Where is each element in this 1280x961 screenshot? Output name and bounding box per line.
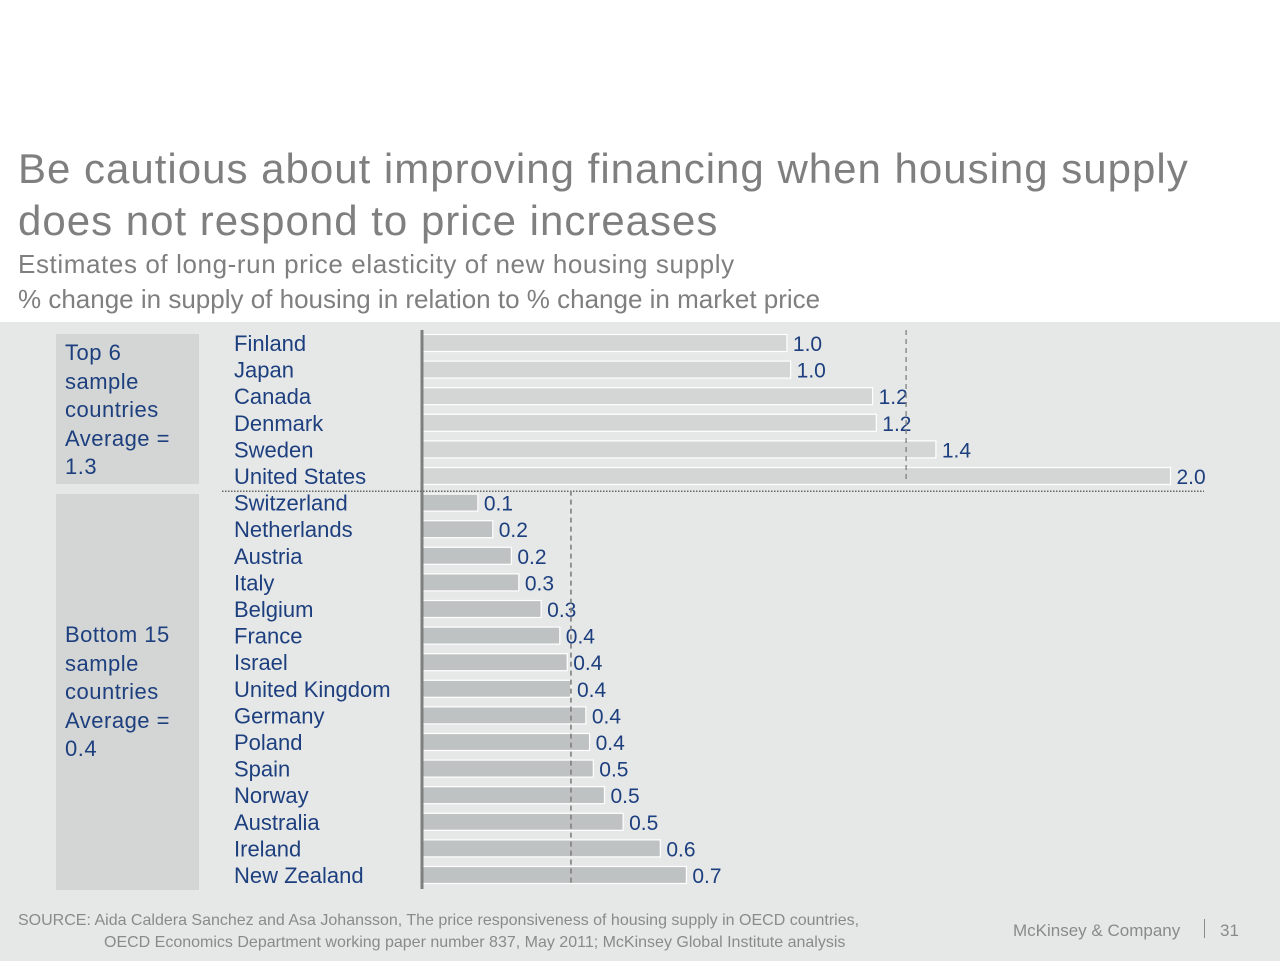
bar <box>421 812 624 831</box>
bar <box>421 786 606 805</box>
category-label: Switzerland <box>234 491 348 516</box>
category-label: Austria <box>234 544 303 569</box>
bar <box>421 839 661 858</box>
category-label: France <box>234 624 302 649</box>
category-label: Germany <box>234 703 324 728</box>
category-label: United Kingdom <box>234 677 391 702</box>
bar <box>421 706 587 725</box>
top-group-box: Top 6 sample countries Average = 1.3 <box>56 334 199 484</box>
data-label: 0.2 <box>499 519 528 542</box>
data-label: 0.2 <box>517 546 546 569</box>
data-label: 0.3 <box>525 572 554 595</box>
category-label: Ireland <box>234 836 301 861</box>
bar <box>421 546 512 565</box>
category-label: Norway <box>234 783 309 808</box>
category-label: Canada <box>234 384 312 409</box>
data-label: 1.2 <box>879 386 908 409</box>
data-label: 0.4 <box>577 679 607 702</box>
top-group-label: Top 6 sample countries Average = 1.3 <box>65 340 171 479</box>
data-label: 2.0 <box>1176 466 1205 489</box>
page-number: 31 <box>1220 921 1239 940</box>
bar <box>421 520 494 539</box>
category-label: Australia <box>234 810 320 835</box>
bar <box>421 440 937 459</box>
source-note: SOURCE: Aida Caldera Sanchez and Asa Joh… <box>18 910 859 954</box>
category-label: New Zealand <box>234 863 364 888</box>
bar <box>421 493 479 512</box>
data-label: 1.4 <box>942 439 972 462</box>
bottom-group-box: Bottom 15 sample countries Average = 0.4 <box>56 494 199 890</box>
data-label: 0.7 <box>692 865 721 888</box>
bar <box>421 732 591 752</box>
category-label: Belgium <box>234 597 313 622</box>
data-label: 0.1 <box>484 493 513 516</box>
bar <box>421 599 542 619</box>
bar <box>421 626 561 645</box>
data-label: 1.0 <box>793 333 822 356</box>
category-label: Denmark <box>234 411 324 436</box>
data-label: 0.3 <box>547 599 576 622</box>
category-label: Finland <box>234 331 306 356</box>
category-label: Israel <box>234 650 288 675</box>
category-label: Italy <box>234 570 274 595</box>
bar <box>421 573 520 592</box>
chart-subtitle: Estimates of long-run price elasticity o… <box>18 249 735 279</box>
category-label: Poland <box>234 730 303 755</box>
category-label: United States <box>234 464 366 489</box>
data-label: 0.5 <box>599 759 628 782</box>
bar <box>421 865 687 885</box>
bar <box>421 679 572 698</box>
footer-bar <box>0 899 1280 961</box>
data-label: 1.0 <box>797 360 826 383</box>
data-label: 0.4 <box>592 705 622 728</box>
category-label: Sweden <box>234 437 314 462</box>
brand-label: McKinsey & Company <box>1013 921 1181 940</box>
category-label: Netherlands <box>234 517 353 542</box>
chart-unit-label: % change in supply of housing in relatio… <box>18 284 821 314</box>
footer-separator <box>1204 919 1205 938</box>
bar <box>421 413 877 432</box>
bar <box>421 333 788 353</box>
bar <box>421 387 874 406</box>
slide-title: Be cautious about improving financing wh… <box>18 145 1189 244</box>
bar <box>421 653 568 672</box>
bottom-group-label: Bottom 15 sample countries Average = 0.4 <box>65 622 171 761</box>
data-label: 1.2 <box>882 413 911 436</box>
data-label: 0.4 <box>566 626 596 649</box>
source-line-1: SOURCE: Aida Caldera Sanchez and Asa Joh… <box>18 912 860 929</box>
data-label: 0.4 <box>573 652 603 675</box>
source-line-2: OECD Economics Department working paper … <box>104 934 846 951</box>
bar <box>421 759 594 778</box>
bar <box>421 360 792 379</box>
data-label: 0.4 <box>596 732 626 755</box>
category-label: Spain <box>234 757 290 782</box>
category-label: Japan <box>234 358 294 383</box>
data-label: 0.5 <box>629 812 658 835</box>
data-label: 0.6 <box>666 838 695 861</box>
bar-chart: Finland 1.0 Japan 1.0 Canada 1.2 Denmark 1.2 Swe… <box>222 330 1206 889</box>
bar <box>421 466 1172 486</box>
data-label: 0.5 <box>610 785 639 808</box>
